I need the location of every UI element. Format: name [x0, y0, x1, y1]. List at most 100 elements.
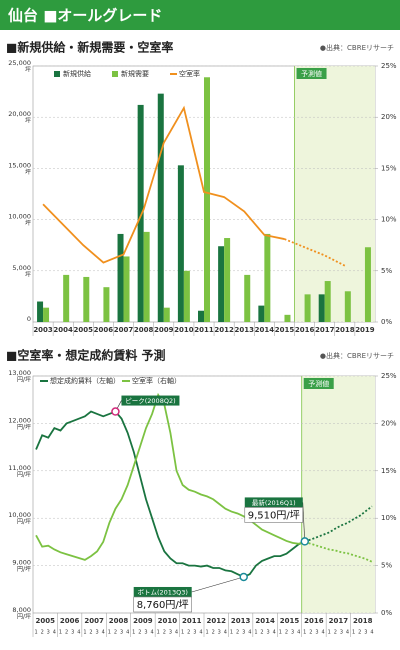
- quarter-label: 2: [138, 630, 141, 636]
- y-unit: 坪: [25, 168, 31, 176]
- bar: [244, 274, 251, 322]
- y-unit: 坪: [25, 270, 31, 278]
- x-tick-label: 2015: [275, 326, 295, 334]
- x-tick-label: 2003: [33, 326, 53, 334]
- y2-tick-label: 5%: [381, 562, 392, 570]
- bar: [318, 294, 325, 322]
- y-tick-label: 5,000: [12, 264, 31, 272]
- bar: [183, 270, 190, 322]
- y-unit: 円/坪: [17, 423, 31, 431]
- quarter-label: 2: [285, 630, 288, 636]
- y-tick-label: 9,000: [12, 559, 31, 567]
- bar: [177, 165, 184, 322]
- x-tick-label: 2018: [353, 617, 373, 625]
- quarter-label: 4: [126, 630, 129, 636]
- x-tick-label: 2014: [255, 617, 275, 625]
- annotation-text: 最新(2016Q1): [252, 498, 296, 507]
- quarter-label: 1: [157, 630, 160, 636]
- quarter-label: 4: [175, 630, 178, 636]
- annotation-marker: [111, 407, 120, 416]
- quarter-label: 1: [34, 630, 37, 636]
- y-tick-label: 12,000: [8, 416, 31, 424]
- quarter-label: 4: [224, 630, 227, 636]
- x-tick-label: 2012: [214, 326, 234, 334]
- y-unit: 円/坪: [17, 518, 31, 526]
- annotation-badge: [133, 586, 192, 597]
- y-unit: 円/坪: [17, 470, 31, 478]
- legend-label: 新規需要: [121, 69, 149, 78]
- y-tick-label: 13,000: [8, 369, 31, 377]
- quarter-label: 1: [352, 630, 355, 636]
- y-tick-label: 20,000: [8, 110, 31, 118]
- bar: [284, 314, 291, 322]
- quarter-label: 3: [364, 630, 367, 636]
- annotation-marker: [300, 537, 310, 546]
- quarter-label: 2: [65, 630, 68, 636]
- bar: [83, 276, 90, 322]
- x-tick-label: 2015: [280, 617, 300, 625]
- y-unit: 坪: [25, 117, 31, 125]
- quarter-label: 1: [181, 630, 184, 636]
- quarter-label: 3: [47, 630, 50, 636]
- vacancy-forecast-line: [284, 238, 346, 267]
- quarter-label: 1: [303, 630, 306, 636]
- x-tick-label: 2019: [355, 326, 375, 334]
- quarter-label: 4: [273, 630, 276, 636]
- x-tick-label: 2008: [109, 617, 129, 625]
- quarter-label: 1: [108, 630, 111, 636]
- quarter-label: 1: [230, 630, 233, 636]
- quarter-label: 2: [41, 630, 44, 636]
- quarter-label: 4: [297, 630, 300, 636]
- legend-swatch: [54, 71, 60, 77]
- y2-tick-label: 0%: [381, 609, 392, 617]
- bar: [117, 233, 124, 322]
- annotation-value: 9,510円/坪: [248, 508, 300, 521]
- annotation-value: 8,760円/坪: [137, 598, 189, 611]
- quarter-label: 2: [309, 630, 312, 636]
- quarter-label: 4: [53, 630, 56, 636]
- x-tick-label: 2009: [133, 617, 153, 625]
- chart-title: ■空室率・想定成約賃料 予測: [6, 348, 166, 363]
- x-tick-label: 2005: [35, 617, 55, 625]
- legend-label: 新規供給: [63, 69, 91, 78]
- bar: [324, 281, 331, 322]
- bar: [344, 291, 351, 322]
- x-tick-label: 2016: [304, 617, 324, 625]
- annotation-text: ピーク(2008Q2): [125, 397, 175, 405]
- y-tick-label: 10,000: [8, 511, 31, 519]
- y2-tick-label: 15%: [381, 467, 397, 475]
- quarter-label: 1: [59, 630, 62, 636]
- y2-tick-label: 10%: [381, 514, 397, 522]
- annotation-badge: [244, 497, 303, 508]
- quarter-label: 1: [83, 630, 86, 636]
- forecast-label: 予測値: [308, 379, 329, 388]
- x-tick-label: 2018: [335, 326, 355, 334]
- annotation-value-box: [133, 596, 192, 613]
- quarter-label: 3: [169, 630, 172, 636]
- y-tick-label: 0: [27, 315, 31, 323]
- y2-tick-label: 15%: [381, 164, 397, 172]
- vacancy-line: [42, 105, 285, 264]
- quarter-label: 4: [77, 630, 80, 636]
- forecast-label: 予測値: [301, 69, 322, 78]
- quarter-label: 2: [260, 630, 263, 636]
- bar: [198, 310, 204, 322]
- y-unit: 円/坪: [17, 565, 31, 573]
- x-tick-label: 2013: [234, 326, 254, 334]
- quarter-label: 2: [358, 630, 361, 636]
- y2-tick-label: 5%: [381, 267, 392, 275]
- y-tick-label: 11,000: [8, 464, 31, 472]
- forecast-area: [294, 66, 375, 322]
- x-tick-label: 2007: [84, 617, 104, 625]
- forecast-badge: [296, 68, 327, 79]
- x-tick-label: 2012: [206, 617, 226, 625]
- forecast-area: [301, 376, 375, 613]
- bar: [163, 307, 170, 322]
- bar: [43, 307, 50, 322]
- x-tick-label: 2005: [74, 326, 94, 334]
- y-tick-label: 15,000: [8, 161, 31, 169]
- quarter-label: 2: [89, 630, 92, 636]
- y-tick-label: 8,000: [12, 606, 31, 614]
- quarter-label: 3: [267, 630, 270, 636]
- series-line: [35, 410, 306, 578]
